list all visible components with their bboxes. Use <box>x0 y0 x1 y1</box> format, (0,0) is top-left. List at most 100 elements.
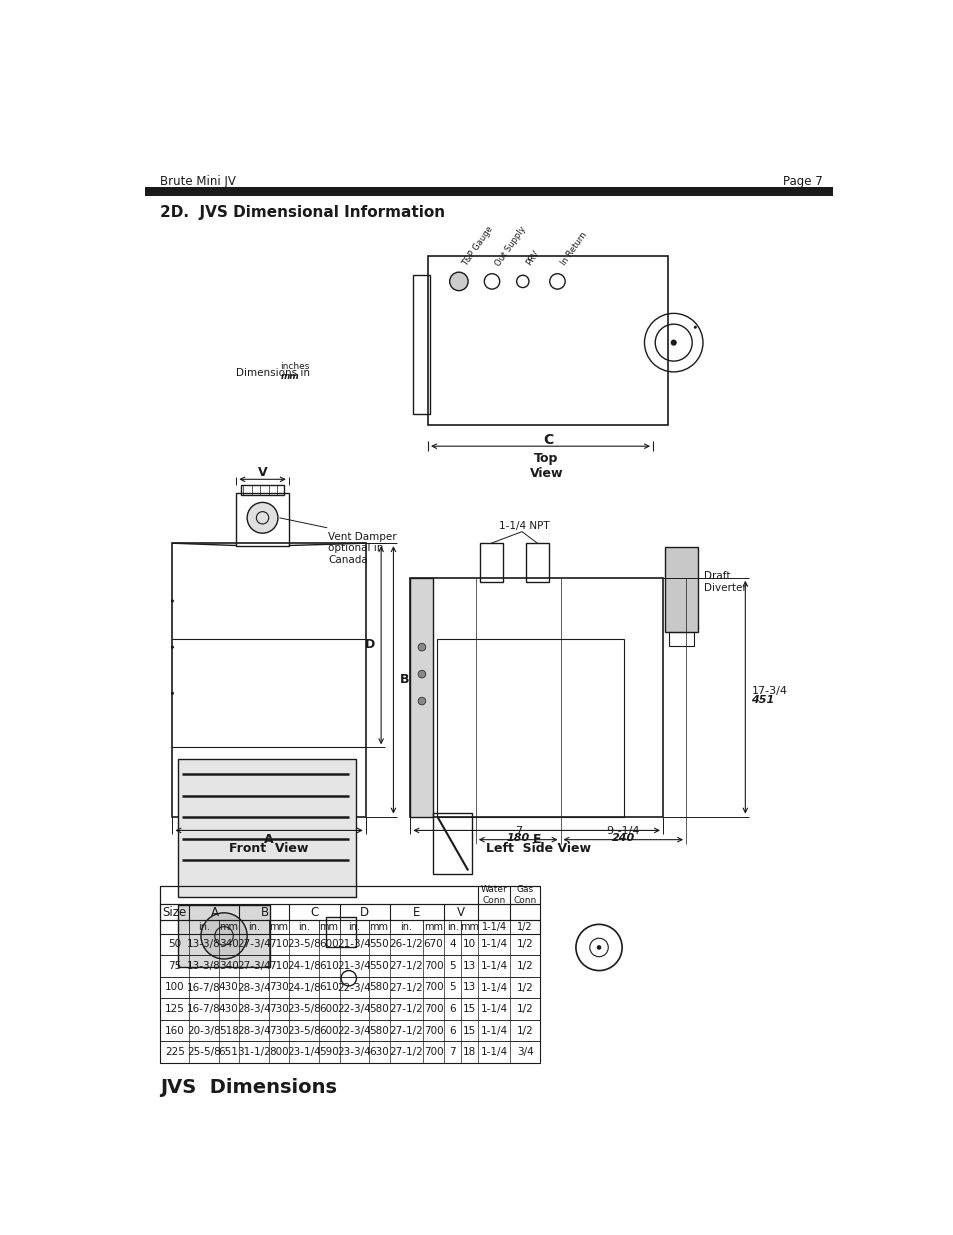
Text: 600: 600 <box>318 1025 338 1036</box>
Bar <box>433 813 472 874</box>
Text: 50: 50 <box>168 940 181 950</box>
Text: Gas
Conn: Gas Conn <box>513 885 537 905</box>
Text: 2D.  JVS Dimensional Information: 2D. JVS Dimensional Information <box>160 205 445 220</box>
Text: 22-3/4: 22-3/4 <box>337 1004 371 1014</box>
Text: 28-3/4: 28-3/4 <box>237 983 271 993</box>
Text: inches: inches <box>280 362 310 372</box>
Text: 710: 710 <box>269 961 289 971</box>
Text: in.: in. <box>348 921 360 931</box>
Text: 24-1/8: 24-1/8 <box>287 961 320 971</box>
Text: 160: 160 <box>165 1025 185 1036</box>
Text: 22-3/4: 22-3/4 <box>337 1025 371 1036</box>
Text: 27-3/4: 27-3/4 <box>237 961 271 971</box>
Text: 1-1/4: 1-1/4 <box>480 1025 507 1036</box>
Text: 21-3/4: 21-3/4 <box>337 961 371 971</box>
Text: 240: 240 <box>611 834 635 844</box>
Circle shape <box>417 671 425 678</box>
Text: 17-3/4: 17-3/4 <box>751 687 786 697</box>
Text: 610: 610 <box>318 983 338 993</box>
Text: 28-3/4: 28-3/4 <box>237 1025 271 1036</box>
Text: E: E <box>532 834 540 846</box>
Text: 27-3/4: 27-3/4 <box>237 940 271 950</box>
Text: Dimensions in: Dimensions in <box>235 368 310 378</box>
Bar <box>236 493 289 546</box>
Text: 180: 180 <box>506 834 529 844</box>
Text: 1-1/4: 1-1/4 <box>480 1047 507 1057</box>
Circle shape <box>670 340 676 346</box>
Text: 700: 700 <box>423 1047 443 1057</box>
Bar <box>177 758 356 898</box>
Circle shape <box>596 945 600 950</box>
Text: 25-5/8: 25-5/8 <box>187 1047 221 1057</box>
Bar <box>160 955 539 977</box>
Text: A: A <box>211 905 218 919</box>
Text: 26-1/2: 26-1/2 <box>389 940 423 950</box>
Text: 600: 600 <box>318 1004 338 1014</box>
Bar <box>145 186 832 196</box>
Text: Page 7: Page 7 <box>781 175 821 188</box>
Circle shape <box>171 646 173 648</box>
Text: 13-3/8: 13-3/8 <box>187 940 221 950</box>
Text: 27-1/2: 27-1/2 <box>389 961 423 971</box>
Bar <box>525 543 548 582</box>
Text: 3/4: 3/4 <box>517 1047 533 1057</box>
Text: 23-1/4: 23-1/4 <box>287 1047 320 1057</box>
Text: mm: mm <box>219 921 238 931</box>
Text: C: C <box>542 433 553 447</box>
Text: 1/2: 1/2 <box>517 1004 533 1014</box>
Text: 6: 6 <box>449 1004 456 1014</box>
Text: 700: 700 <box>423 1004 443 1014</box>
Bar <box>160 885 539 904</box>
Text: 16-7/8: 16-7/8 <box>187 983 221 993</box>
Circle shape <box>201 913 247 960</box>
Text: 7: 7 <box>514 826 521 836</box>
Text: 15: 15 <box>462 1025 476 1036</box>
Text: mm: mm <box>459 921 478 931</box>
Text: 580: 580 <box>369 1004 388 1014</box>
Text: C: C <box>310 905 318 919</box>
Text: mm: mm <box>423 921 442 931</box>
Bar <box>436 640 624 816</box>
Text: 31-1/2: 31-1/2 <box>237 1047 271 1057</box>
Circle shape <box>247 503 277 534</box>
Text: 730: 730 <box>269 1004 289 1014</box>
Text: 7: 7 <box>449 1047 456 1057</box>
Text: mm: mm <box>369 921 388 931</box>
Text: 9 -1/4: 9 -1/4 <box>606 826 639 836</box>
Text: 550: 550 <box>369 940 388 950</box>
Text: In Return: In Return <box>558 231 588 268</box>
Text: 550: 550 <box>369 961 388 971</box>
Text: 700: 700 <box>423 983 443 993</box>
Text: 1/2: 1/2 <box>517 983 533 993</box>
Text: in.: in. <box>446 921 458 931</box>
Text: 6: 6 <box>449 1025 456 1036</box>
Text: PRV: PRV <box>524 249 540 268</box>
Text: Size: Size <box>162 905 187 919</box>
Text: 20-3/8: 20-3/8 <box>187 1025 220 1036</box>
Text: 1-1/4: 1-1/4 <box>480 1004 507 1014</box>
Text: 100: 100 <box>165 983 184 993</box>
Text: 13-3/8: 13-3/8 <box>187 961 221 971</box>
Text: 1/2: 1/2 <box>517 1025 533 1036</box>
Text: V: V <box>456 905 465 919</box>
Text: 610: 610 <box>318 961 338 971</box>
Text: 24-1/8: 24-1/8 <box>287 983 320 993</box>
Text: 225: 225 <box>165 1047 185 1057</box>
Circle shape <box>417 698 425 705</box>
Text: D: D <box>364 638 375 651</box>
Text: 670: 670 <box>423 940 443 950</box>
Text: 21-3/4: 21-3/4 <box>337 940 371 950</box>
Bar <box>160 1041 539 1063</box>
Text: 710: 710 <box>269 940 289 950</box>
Text: 75: 75 <box>168 961 181 971</box>
Bar <box>410 578 433 816</box>
Bar <box>177 905 270 967</box>
Text: 340: 340 <box>218 961 238 971</box>
Text: Brute Mini JV: Brute Mini JV <box>160 175 235 188</box>
Bar <box>241 485 284 495</box>
Text: mm: mm <box>280 372 298 380</box>
Text: 430: 430 <box>218 983 238 993</box>
Text: 23-5/8: 23-5/8 <box>287 940 320 950</box>
Text: 22-3/4: 22-3/4 <box>337 983 371 993</box>
Text: 1/2: 1/2 <box>517 940 533 950</box>
